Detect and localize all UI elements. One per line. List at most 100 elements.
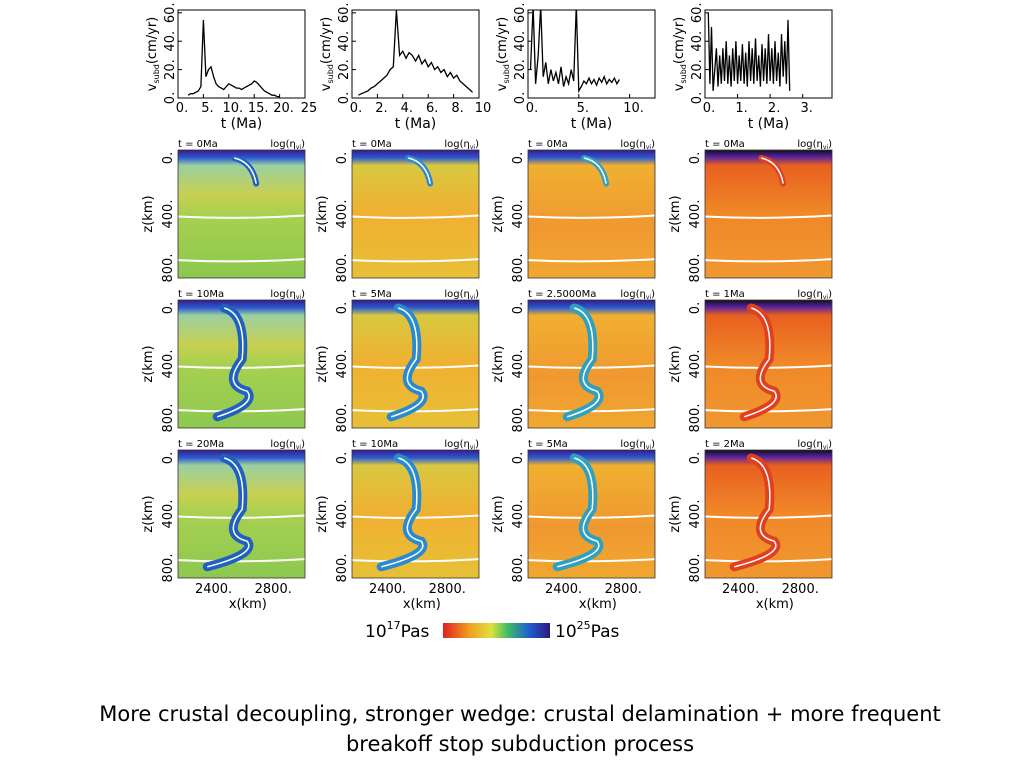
field-sub: vi [296,144,302,151]
slab-edge [381,457,424,568]
y-tick-label: 20. [513,59,528,80]
field-panel: t = 2Ma log(ηvi) 0. 400. 800. z(km) 2400. 2800.… [668,439,833,612]
field-sub: vi [470,294,476,301]
field-label: log(ηvi) [444,139,479,151]
field-name: log(η [797,439,822,450]
caption-line: breakoff stop subduction process [346,732,694,756]
y-label-unit: (cm/yr) [495,17,510,64]
field-name: log(η [270,439,295,450]
field-end: ) [651,139,655,150]
slab-edge [566,307,600,418]
y-tick-label: 40. [690,31,705,52]
x-tick-label: 2400. [369,582,406,597]
x-axis-label: t (Ma) [395,116,437,132]
panel-time: t = 5Ma [528,439,568,450]
y-label-var: v [319,83,334,91]
colorbar-high: 1025Pas [555,619,620,642]
slab-edge [743,307,777,418]
field-panel: t = 10Ma log(ηvi) 0. 400. 800. z(km) [141,289,306,432]
caption-line: More crustal decoupling, stronger wedge:… [99,702,941,726]
z-tick-label: 800. [511,554,526,583]
z-axis-label: z(km) [668,195,683,232]
line-chart: 0. 20. 40. 60. 0. 1. 2. 3. t (Ma) vsubd(cm/yr) [672,2,833,132]
slab-edge [734,457,777,568]
y-tick-label: 60. [337,2,352,23]
z-tick-label: 0. [511,302,526,314]
panel-frame [704,449,833,579]
plot-frame [177,9,306,99]
data-line [358,10,474,96]
x-axis-label: t (Ma) [221,116,263,132]
field-panel: t = 20Ma log(ηvi) 0. 400. 800. z(km) 2400. 2800… [141,439,306,612]
z-tick-label: 0. [688,302,703,314]
y-tick-label: 40. [337,31,352,52]
field-end: ) [651,439,655,450]
y-tick-label: 0. [690,92,705,104]
z-axis-label: z(km) [141,495,156,532]
field-end: ) [475,289,479,300]
x-axis-label: x(km) [756,597,794,612]
y-label-unit: (cm/yr) [319,17,334,64]
field-name: log(η [270,139,295,150]
field-sub: vi [823,294,829,301]
z-tick-label: 800. [511,254,526,283]
velocity-plots: 0.20.40.60.0. 5. 10. 15. 20. 25t (Ma)vsubd(cm… [145,2,833,132]
field-panel: t = 0Ma log(ηvi) 0. 400. 800. z(km) [668,139,833,282]
field-name: log(η [620,289,645,300]
field-label: log(ηvi) [620,289,655,301]
z-tick-label: 800. [511,404,526,433]
z-tick-label: 400. [511,200,526,229]
panel-frame [351,149,480,279]
x-tick-label: 0. [350,101,362,116]
unit: Pas [401,622,430,642]
field-panel: t = 5Ma log(ηvi) 0. 400. 800. z(km) 2400. 2800.… [491,439,656,612]
phase-boundary [351,258,480,263]
y-axis-label: vsubd(cm/yr) [495,17,511,91]
z-axis-label: z(km) [491,495,506,532]
field-name: log(η [270,289,295,300]
plot-frame [704,9,833,99]
x-tick-label: 3. [800,101,812,116]
panel-frame [351,299,480,429]
x-tick-label: 0. [526,101,538,116]
slab-edge [207,457,250,568]
z-tick-label: 400. [335,350,350,379]
y-axis-label: vsubd(cm/yr) [145,17,161,91]
z-tick-label: 400. [335,200,350,229]
field-image [178,150,305,278]
panel-frame [177,149,306,279]
phase-boundary [177,558,306,563]
z-tick-label: 800. [161,554,176,583]
field-label: log(ηvi) [444,439,479,451]
field-end: ) [828,139,832,150]
field-label: log(ηvi) [797,289,832,301]
z-axis-label: z(km) [491,345,506,382]
x-axis-label: t (Ma) [571,116,613,132]
field-name: log(η [444,139,469,150]
field-sub: vi [646,294,652,301]
y-label-unit: (cm/yr) [672,17,687,64]
line-chart: 0. 20. 40. 60. 0. 5. 10. 15. 20. 25 t (Ma) vsubd(cm… [145,2,317,132]
z-tick-label: 400. [161,200,176,229]
y-label-sub: subd [152,64,161,83]
panel-time: t = 2.5000Ma [528,289,596,300]
field-label: log(ηvi) [797,139,832,151]
z-tick-label: 400. [688,200,703,229]
slab-edge [234,157,257,184]
panel-frame [351,449,480,579]
panel-time: t = 0Ma [352,139,392,150]
y-tick-label: 20. [337,59,352,80]
colorbar-low: 1017Pas [365,619,430,642]
z-tick-label: 800. [335,554,350,583]
z-tick-label: 0. [511,452,526,464]
y-label-sub: subd [679,64,688,83]
panel-time: t = 10Ma [352,439,398,450]
field-label: log(ηvi) [270,139,305,151]
field-label: log(ηvi) [270,439,305,451]
slab-edge [761,157,784,184]
z-tick-label: 400. [688,500,703,529]
x-tick-label: 2400. [545,582,582,597]
z-tick-label: 400. [161,350,176,379]
exponent: 17 [387,619,401,632]
data-line [529,10,620,94]
